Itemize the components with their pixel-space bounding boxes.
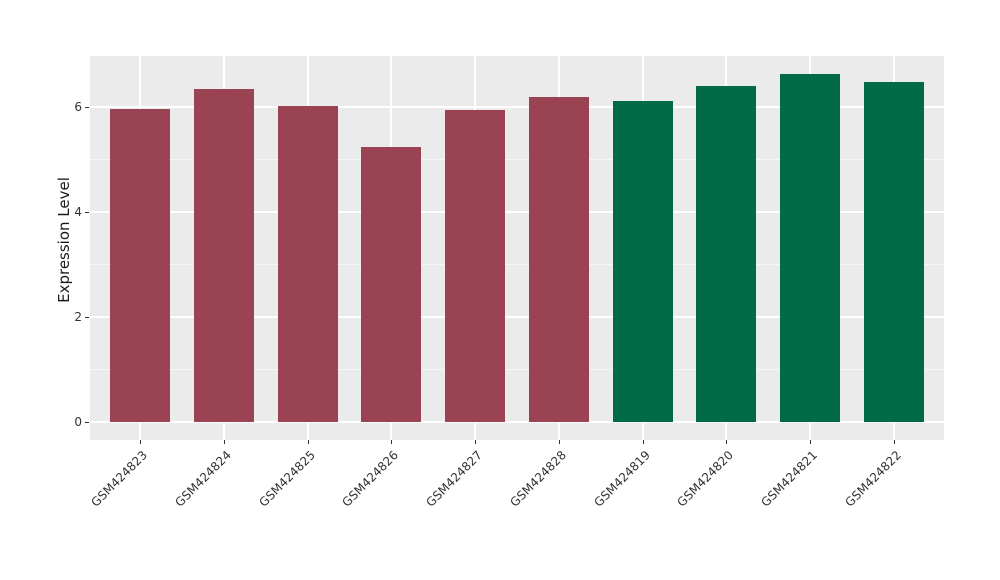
plot-panel	[90, 56, 944, 440]
x-tick-mark	[223, 440, 225, 444]
gridline-minor	[90, 369, 944, 371]
x-tick-mark	[307, 440, 309, 444]
x-tick-mark	[810, 440, 812, 444]
gridline-major	[90, 421, 944, 424]
x-tick-label: GSM424825	[255, 448, 318, 510]
x-tick-mark	[475, 440, 477, 444]
gridline-major	[90, 316, 944, 319]
x-tick-label: GSM424826	[339, 448, 402, 510]
bar-GSM424827	[445, 110, 506, 423]
x-tick-label: GSM424827	[423, 448, 486, 510]
x-tick-label: GSM424822	[842, 448, 904, 510]
x-tick-label: GSM424820	[674, 448, 737, 510]
bar-GSM424828	[528, 97, 589, 423]
bar-GSM424823	[110, 108, 171, 423]
x-tick-mark	[391, 440, 393, 444]
bar-GSM424822	[863, 81, 924, 423]
y-tick-label: 4	[74, 205, 82, 220]
y-tick-label: 2	[74, 310, 82, 325]
bar-GSM424824	[193, 88, 254, 423]
x-tick-label: GSM424828	[507, 448, 569, 510]
bar-GSM424821	[780, 73, 841, 423]
y-tick-mark	[85, 107, 89, 109]
bar-GSM424825	[277, 105, 338, 423]
y-tick-mark	[85, 422, 89, 424]
x-tick-mark	[558, 440, 560, 444]
bar-GSM424819	[612, 100, 673, 423]
x-tick-label: GSM424824	[172, 448, 234, 510]
y-tick-mark	[85, 212, 89, 214]
x-tick-mark	[726, 440, 728, 444]
y-tick-mark	[85, 317, 89, 319]
y-tick-label: 0	[74, 415, 82, 430]
gridline-major	[90, 211, 944, 214]
gridline-major	[90, 106, 944, 109]
y-tick-label: 6	[74, 100, 82, 115]
gridline-minor	[90, 159, 944, 161]
x-tick-mark	[642, 440, 644, 444]
x-tick-mark	[140, 440, 142, 444]
x-tick-label: GSM424821	[758, 448, 820, 510]
x-tick-mark	[893, 440, 895, 444]
x-tick-label: GSM424823	[88, 448, 151, 510]
bar-GSM424820	[696, 85, 757, 423]
gridline-minor	[90, 264, 944, 266]
x-tick-label: GSM424819	[590, 448, 653, 510]
bar-GSM424826	[361, 146, 422, 423]
y-axis-title: Expression Level	[55, 177, 73, 303]
